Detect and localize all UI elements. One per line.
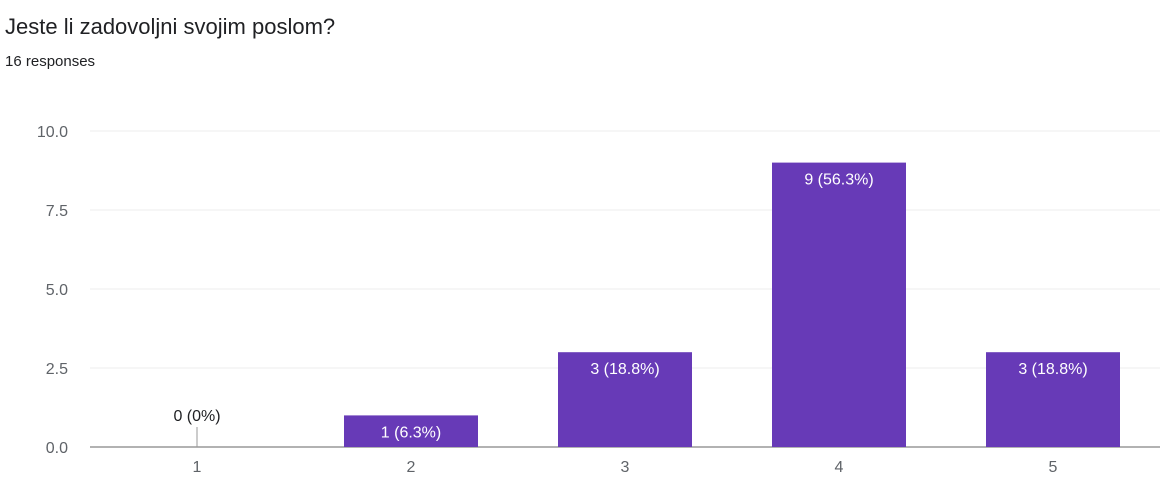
x-tick-label: 3 [621, 459, 630, 476]
chart-title: Jeste li zadovoljni svojim poslom? [5, 14, 336, 39]
y-tick-label: 5.0 [46, 282, 68, 299]
bar [772, 162, 906, 447]
x-tick-label: 4 [835, 459, 844, 476]
x-tick-label: 2 [407, 459, 416, 476]
data-label: 9 (56.3%) [804, 172, 873, 189]
response-count: 16 responses [5, 53, 96, 70]
bar [558, 352, 692, 447]
bar [344, 415, 478, 447]
y-tick-label: 7.5 [46, 203, 68, 220]
data-label: 3 (18.8%) [1018, 361, 1087, 378]
data-label: 3 (18.8%) [590, 361, 659, 378]
data-label: 1 (6.3%) [381, 424, 441, 441]
y-tick-label: 2.5 [46, 361, 68, 378]
bar [986, 352, 1120, 447]
y-tick-label: 0.0 [46, 440, 68, 457]
x-tick-label: 1 [193, 459, 202, 476]
y-tick-label: 10.0 [37, 124, 68, 141]
data-label: 0 (0%) [173, 408, 220, 425]
x-tick-label: 5 [1049, 459, 1058, 476]
